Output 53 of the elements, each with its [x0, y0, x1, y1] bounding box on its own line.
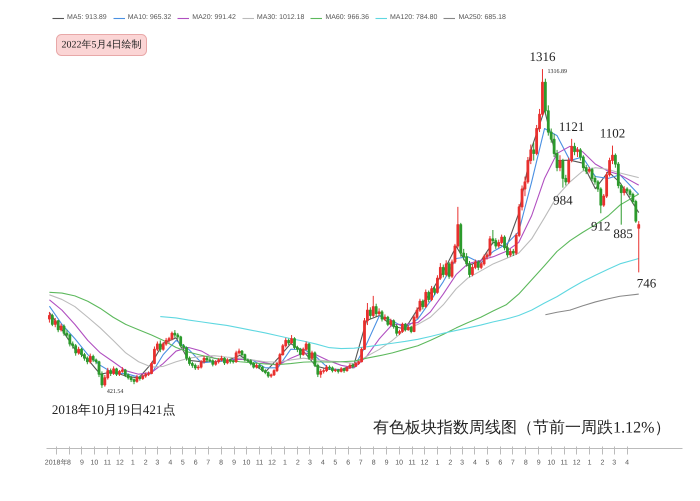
candlestick: [386, 315, 390, 327]
candlestick: [50, 313, 54, 327]
candlestick: [298, 347, 302, 359]
candlestick: [293, 336, 296, 350]
candlestick: [54, 317, 57, 328]
candlestick: [482, 254, 486, 266]
candlestick: [374, 303, 378, 318]
candlestick: [68, 333, 72, 347]
candlestick: [576, 146, 579, 158]
candlestick: [308, 342, 310, 360]
candlestick: [304, 340, 308, 352]
candlestick: [158, 340, 162, 353]
candlestick: [427, 290, 430, 303]
text: 有色板块指数周线图（节前一周跌1.12%）: [373, 418, 670, 436]
candlestick: [558, 154, 562, 172]
candlestick: [590, 167, 594, 182]
annotation: 746: [636, 275, 657, 290]
candlestick: [448, 262, 451, 280]
annotation: 1121: [558, 118, 584, 134]
annotation: 2018年10月19日421点: [52, 402, 176, 417]
annotation: 912: [591, 218, 611, 234]
annotation: 1316: [529, 49, 556, 64]
candlestick: [491, 230, 494, 245]
candlestick: [185, 346, 188, 362]
candlestick: [372, 295, 375, 318]
candlestick: [395, 324, 398, 336]
annotation: 1102: [600, 126, 626, 141]
candlestick: [637, 220, 640, 273]
candlestick: [234, 350, 238, 364]
candlestick: [424, 288, 428, 308]
candlestick: [500, 234, 504, 245]
candlestick: [532, 142, 536, 162]
candlestick: [62, 324, 66, 336]
candlestick: [401, 322, 404, 334]
candlestick: [444, 260, 448, 277]
candlestick: [442, 264, 445, 278]
annotation: 984: [553, 192, 574, 208]
candlestick: [80, 347, 83, 358]
candlestick: [48, 311, 51, 324]
annotation: 885: [613, 226, 633, 241]
text: 2022年5月4日绘制: [62, 38, 142, 50]
candlestick: [421, 298, 424, 310]
candlestick: [561, 158, 564, 188]
candlestick: [74, 343, 78, 356]
candlestick: [476, 260, 480, 271]
candlestick: [622, 186, 626, 196]
candlestick: [368, 306, 372, 320]
candlestick: [573, 142, 576, 156]
candlestick: [310, 350, 314, 360]
candlestick: [88, 353, 92, 364]
candlestick: [380, 310, 384, 322]
candlestick: [488, 236, 492, 258]
candlestick: [430, 285, 434, 302]
